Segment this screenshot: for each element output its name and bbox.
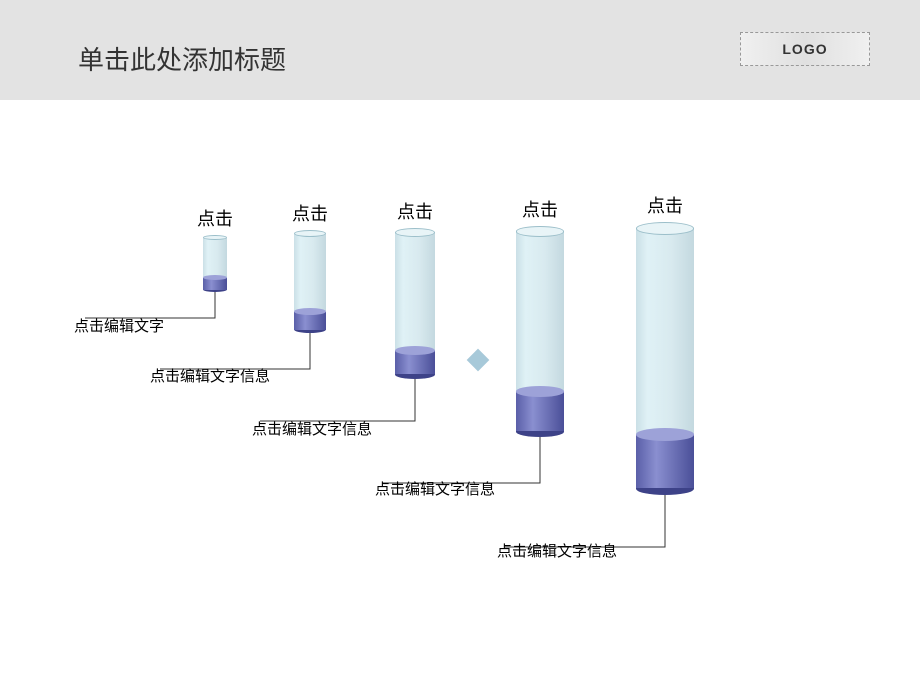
cylinder-label-1[interactable]: 点击 <box>197 205 233 231</box>
cylinder-upper-body <box>636 228 694 434</box>
logo-text: LOGO <box>782 41 827 57</box>
cylinder-base <box>516 386 564 437</box>
annotation-2[interactable]: 点击编辑文字信息 <box>150 365 270 386</box>
cylinder-base-top-ellipse <box>516 386 564 397</box>
diagram-canvas: 点击点击编辑文字点击点击编辑文字信息点击点击编辑文字信息点击点击编辑文字信息点击… <box>0 100 920 690</box>
cylinder-base-top-ellipse <box>395 346 435 355</box>
annotation-3[interactable]: 点击编辑文字信息 <box>252 418 372 439</box>
cylinder-label-4[interactable]: 点击 <box>522 196 558 222</box>
logo-placeholder[interactable]: LOGO <box>740 32 870 66</box>
cylinder-base <box>636 428 694 495</box>
cylinder-top-ellipse <box>636 222 694 235</box>
annotation-5[interactable]: 点击编辑文字信息 <box>497 540 617 561</box>
cylinder-base-body <box>636 434 694 488</box>
cylinder-base-top-ellipse <box>636 428 694 441</box>
page: 单击此处添加标题 LOGO 点击点击编辑文字 点击点击编辑文字信息 点击点击编辑文字… <box>0 0 920 690</box>
cylinder-5 <box>636 222 694 495</box>
cylinder-base <box>203 275 227 292</box>
annotation-4[interactable]: 点击编辑文字信息 <box>375 478 495 499</box>
cylinder-upper-body <box>294 234 326 312</box>
annotation-1[interactable]: 点击编辑文字 <box>74 315 164 336</box>
cylinder-2 <box>294 230 326 333</box>
cylinder-1 <box>203 235 227 292</box>
leader-line-3 <box>258 377 417 423</box>
cylinder-upper-body <box>516 231 564 391</box>
cylinder-upper-body <box>203 238 227 278</box>
cylinder-upper-body <box>395 232 435 350</box>
cylinder-top-ellipse <box>294 230 326 237</box>
cylinder-base <box>395 346 435 379</box>
cylinder-base <box>294 308 326 333</box>
diamond-icon <box>467 349 490 372</box>
cylinder-3 <box>395 228 435 379</box>
cylinder-label-2[interactable]: 点击 <box>292 200 328 226</box>
cylinder-label-3[interactable]: 点击 <box>397 198 433 224</box>
page-title[interactable]: 单击此处添加标题 <box>78 40 286 77</box>
cylinder-top-ellipse <box>395 228 435 237</box>
cylinder-base-body <box>516 391 564 431</box>
cylinder-label-5[interactable]: 点击 <box>647 192 683 218</box>
header: 单击此处添加标题 LOGO <box>0 0 920 100</box>
cylinder-top-ellipse <box>516 226 564 237</box>
cylinder-base-top-ellipse <box>294 308 326 315</box>
cylinder-4 <box>516 226 564 437</box>
